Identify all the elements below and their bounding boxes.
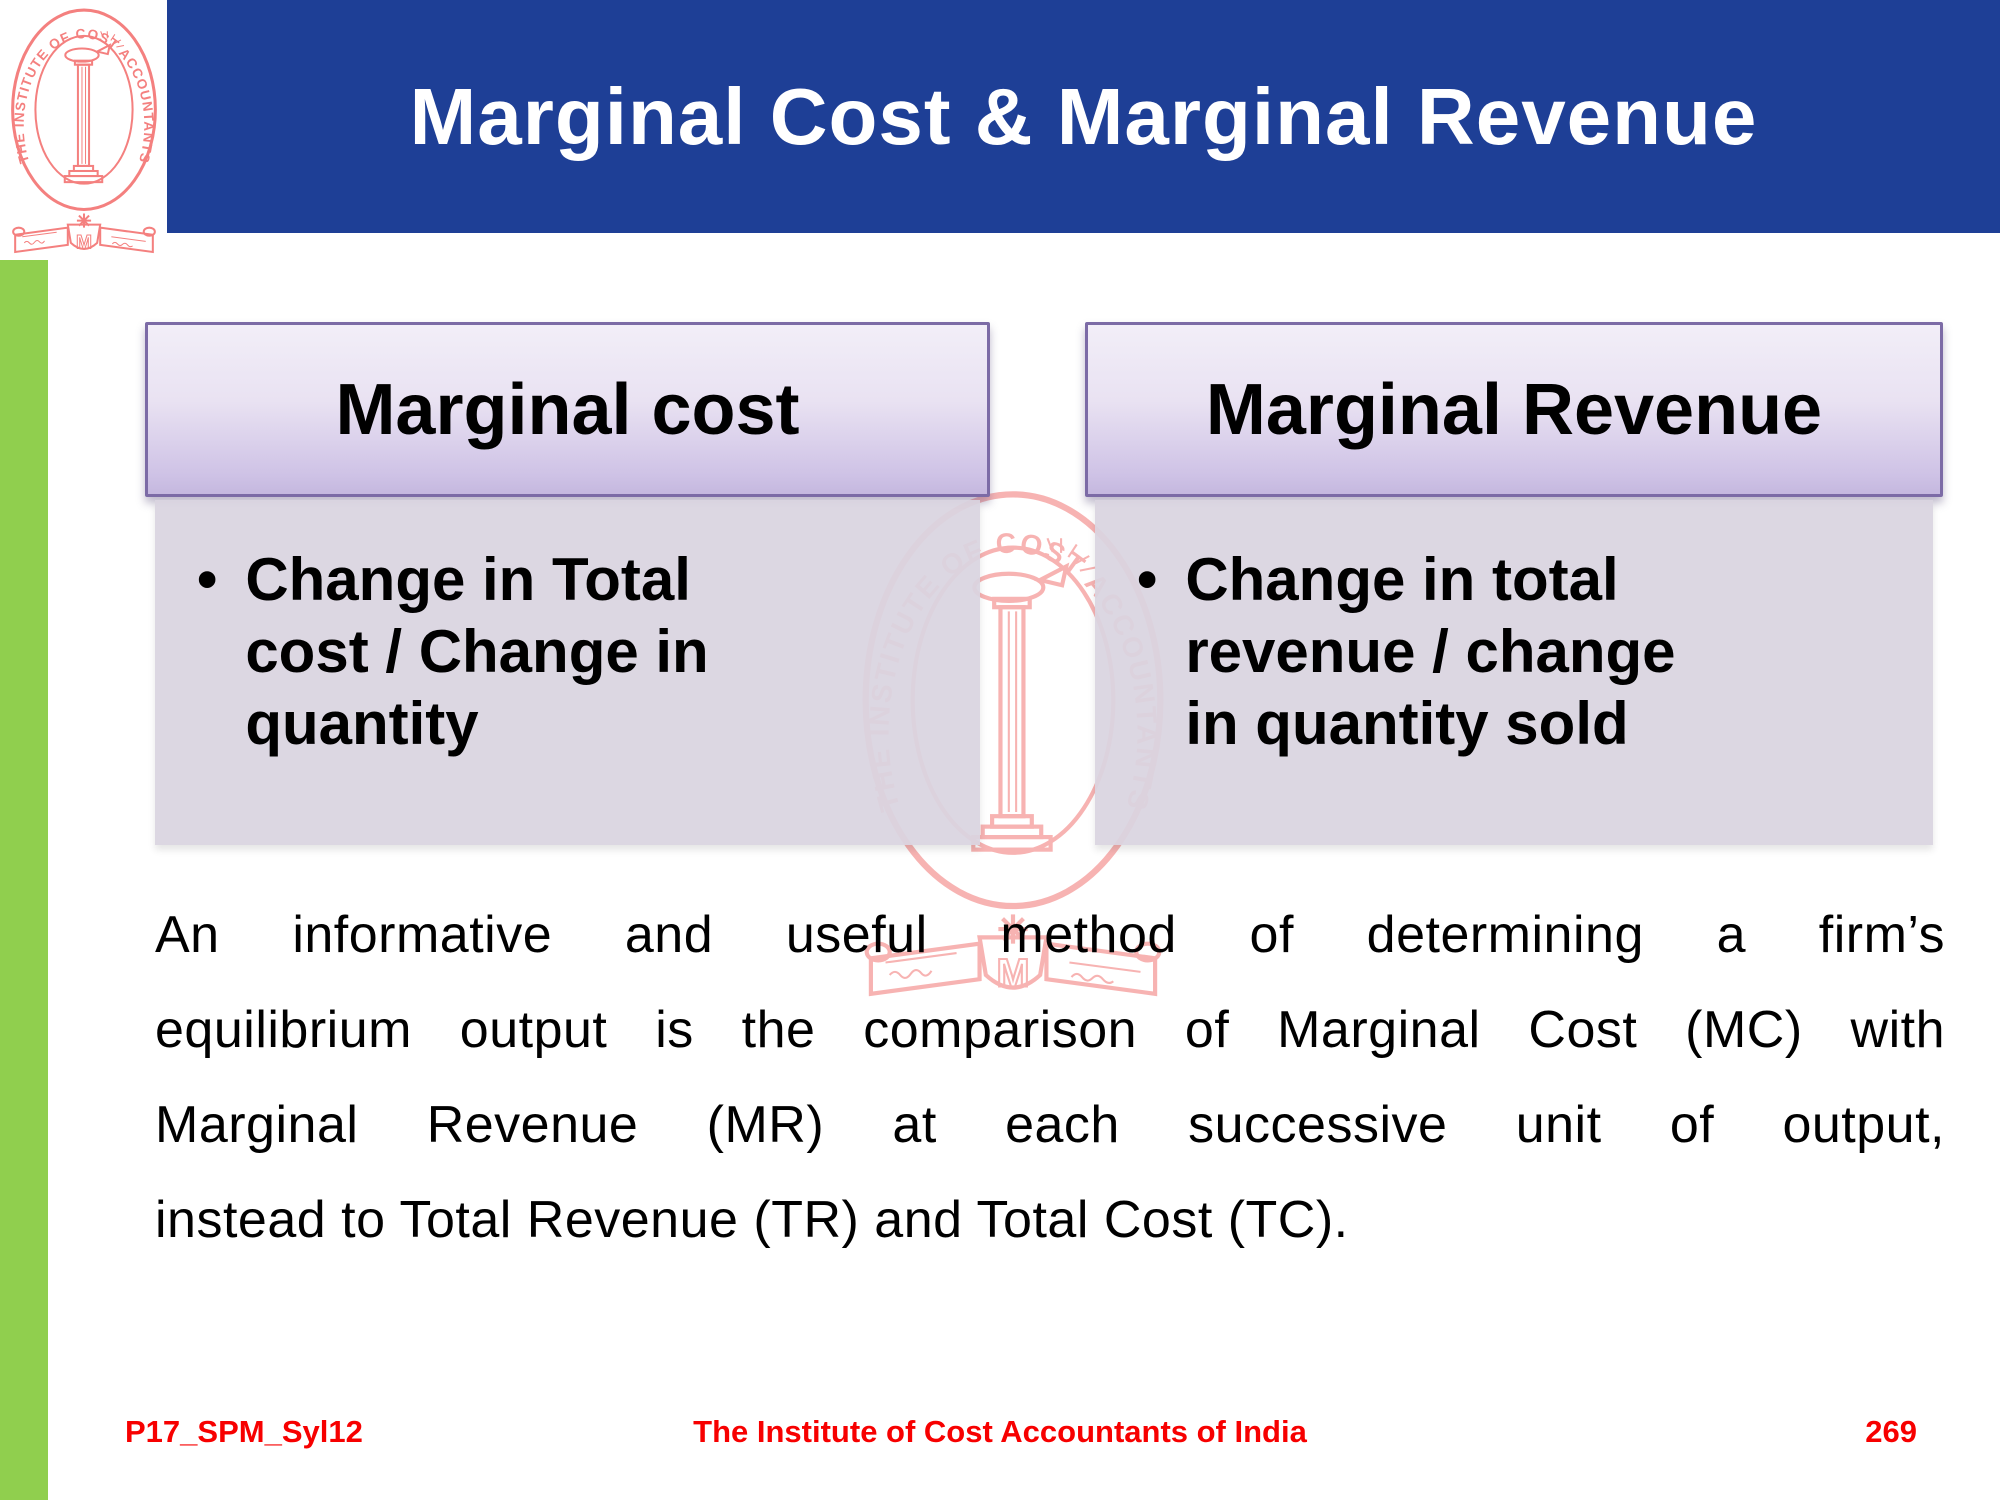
card-marginal-cost: Marginal cost • Change in Total cost / C… (145, 322, 990, 845)
bullet-line: quantity (245, 690, 479, 757)
paragraph-line: Marginal Revenue (MR) at each successive… (155, 1096, 1945, 1154)
card-header: Marginal Revenue (1085, 322, 1943, 497)
logo-area (0, 0, 167, 260)
body-paragraph: An informative and useful method of dete… (155, 888, 1945, 1268)
card-marginal-revenue: Marginal Revenue • Change in total reven… (1085, 322, 1943, 845)
footer-institute-name: The Institute of Cost Accountants of Ind… (693, 1414, 1307, 1449)
institute-logo-icon (8, 6, 160, 254)
paragraph-line: An informative and useful method of dete… (155, 906, 1945, 964)
bullet-marker: • (197, 547, 218, 612)
bullet-text: Change in total revenue / change in quan… (1185, 544, 1675, 760)
footer-page-number: 269 (1865, 1414, 1917, 1449)
paragraph-line: instead to Total Revenue (TR) and Total … (155, 1191, 1349, 1249)
bullet-text: Change in Total cost / Change in quantit… (245, 544, 708, 760)
card-header: Marginal cost (145, 322, 990, 497)
bullet-line: Change in total (1185, 546, 1619, 613)
bullet-line: revenue / change (1185, 618, 1676, 685)
slide-title: Marginal Cost & Marginal Revenue (409, 71, 1758, 161)
slide-footer: P17_SPM_Syl12 The Institute of Cost Acco… (0, 1414, 2000, 1454)
title-bar: Marginal Cost & Marginal Revenue (167, 0, 2000, 233)
bullet-line: cost / Change in (245, 618, 709, 685)
bullet-item: • Change in total revenue / change in qu… (1095, 500, 1933, 760)
paragraph-line: equilibrium output is the comparison of … (155, 1001, 1945, 1059)
bullet-item: • Change in Total cost / Change in quant… (155, 500, 980, 760)
bullet-marker: • (1137, 547, 1158, 612)
card-header-label: Marginal Revenue (1205, 369, 1823, 450)
bullet-line: Change in Total (245, 546, 691, 613)
footer-course-code: P17_SPM_Syl12 (125, 1414, 363, 1449)
bullet-line: in quantity sold (1185, 690, 1629, 757)
card-header-label: Marginal cost (335, 369, 800, 450)
card-body: • Change in total revenue / change in qu… (1095, 500, 1933, 845)
green-side-stripe (0, 260, 48, 1500)
card-body: • Change in Total cost / Change in quant… (155, 500, 980, 845)
